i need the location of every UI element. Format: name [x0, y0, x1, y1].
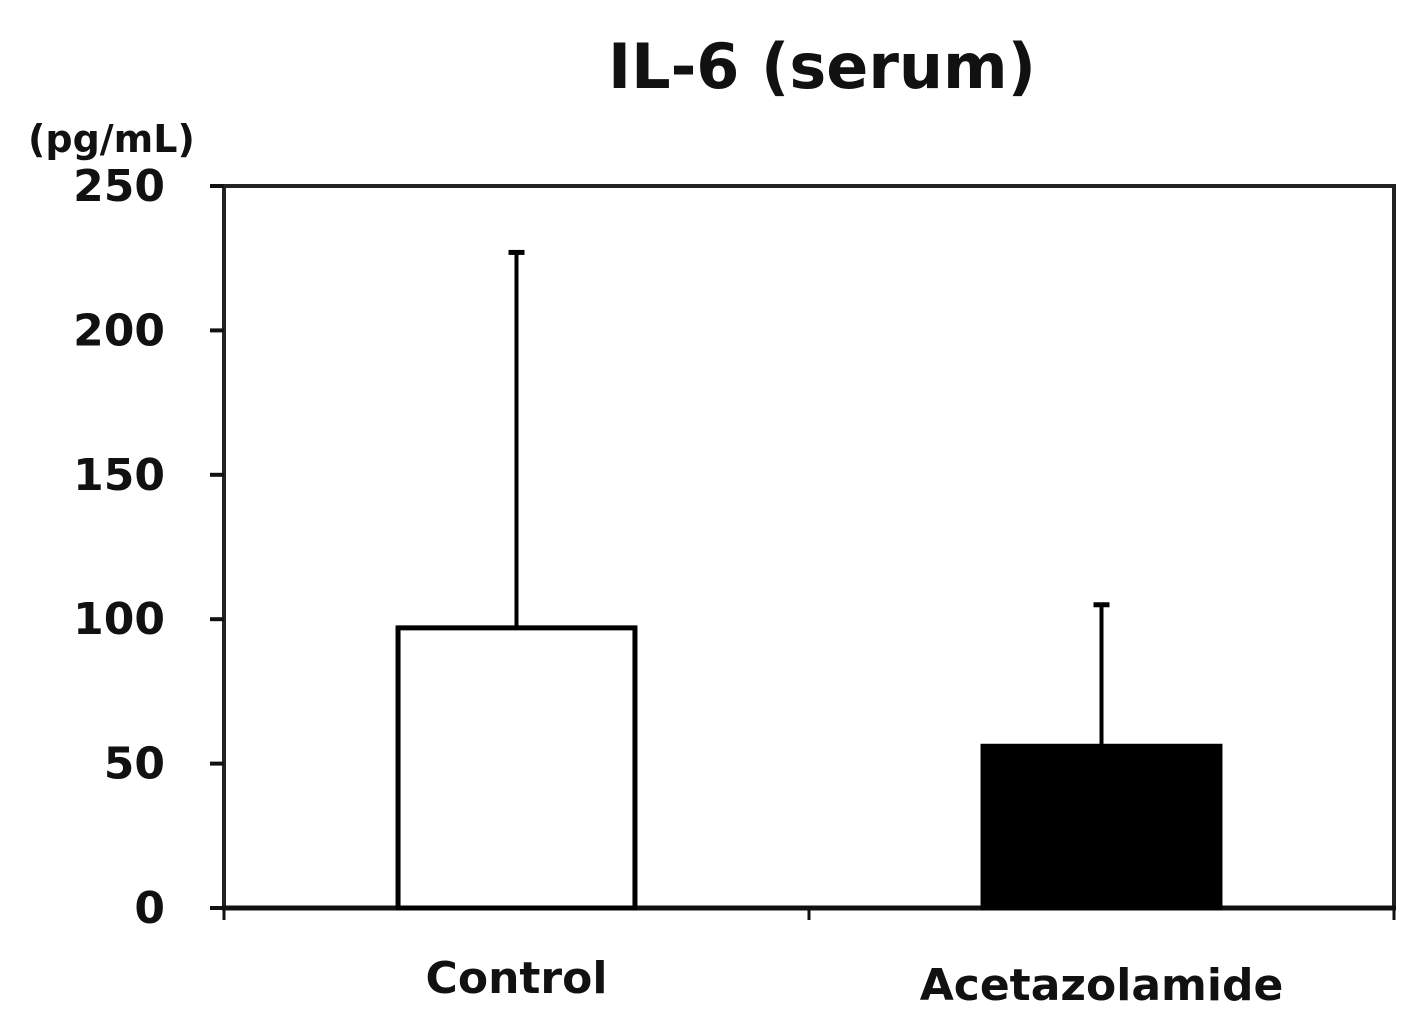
y-tick-label: 50	[104, 739, 165, 790]
bar-acetazolamide	[980, 743, 1223, 911]
y-axis-unit-label: (pg/mL)	[28, 117, 195, 161]
y-tick-label: 250	[73, 161, 165, 212]
error-bars	[508, 249, 1110, 747]
x-category-label: Acetazolamide	[920, 960, 1284, 1011]
y-axis: 0 50 100 150 200 250	[73, 161, 224, 934]
y-tick-label: 200	[73, 305, 165, 356]
y-tick-label: 0	[134, 883, 165, 934]
y-tick-label: 100	[73, 594, 165, 645]
bars	[395, 625, 1223, 911]
x-axis: Control Acetazolamide	[222, 905, 1396, 1011]
x-category-label: Control	[426, 953, 608, 1004]
bar-control	[395, 625, 638, 911]
y-tick-label: 150	[73, 450, 165, 501]
chart-title: IL-6 (serum)	[608, 30, 1036, 103]
